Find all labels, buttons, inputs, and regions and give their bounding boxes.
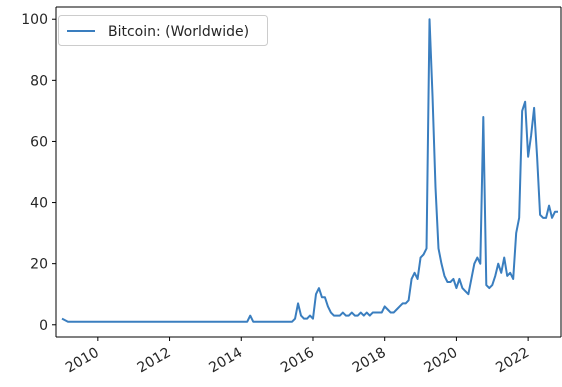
legend-box [58,15,268,46]
x-tick-label: 2016 [278,345,317,377]
y-tick-label: 0 [39,318,48,334]
legend-label: Bitcoin: (Worldwide) [108,24,249,40]
x-tick-label: 2018 [350,345,389,377]
y-tick-label: 20 [30,257,48,273]
y-tick-label: 40 [30,196,48,212]
y-axis: 0 20 40 60 80 100 [21,12,56,334]
y-tick-label: 100 [21,12,48,28]
x-axis: 2010 2012 2014 2016 2018 2020 2022 [63,337,532,376]
x-tick-label: 2010 [63,345,102,377]
series-line [61,18,559,323]
x-tick-label: 2014 [206,345,245,377]
legend: Bitcoin: (Worldwide) [58,15,268,46]
series-layer [61,18,559,323]
axes-frame [55,6,562,338]
y-tick-label: 60 [30,134,48,150]
y-tick-label: 80 [30,73,48,89]
x-tick-label: 2012 [135,345,174,377]
x-tick-label: 2020 [422,345,461,377]
x-tick-label: 2022 [493,345,532,377]
